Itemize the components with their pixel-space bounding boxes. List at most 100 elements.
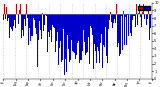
FancyBboxPatch shape: [138, 6, 144, 10]
Bar: [68, 14, 69, 49]
Bar: [136, 4, 137, 14]
Bar: [46, 14, 47, 16]
Bar: [122, 14, 123, 50]
Bar: [112, 14, 113, 28]
Bar: [149, 14, 150, 40]
FancyBboxPatch shape: [144, 6, 150, 10]
Bar: [50, 14, 51, 30]
Bar: [32, 14, 33, 36]
Bar: [40, 14, 41, 30]
Bar: [85, 14, 86, 55]
Bar: [99, 14, 100, 63]
Bar: [21, 14, 22, 38]
Bar: [69, 14, 70, 62]
Bar: [150, 14, 151, 28]
Bar: [39, 14, 40, 20]
Bar: [84, 14, 85, 42]
Bar: [17, 14, 18, 15]
Bar: [74, 14, 75, 49]
Bar: [71, 14, 72, 40]
Bar: [117, 14, 118, 47]
Bar: [100, 14, 101, 35]
Bar: [70, 14, 71, 60]
Bar: [131, 14, 132, 22]
Bar: [37, 14, 38, 67]
Bar: [119, 14, 120, 56]
Bar: [9, 14, 10, 38]
Bar: [83, 14, 84, 41]
Bar: [79, 14, 80, 63]
Bar: [31, 14, 32, 36]
Bar: [103, 14, 104, 45]
Bar: [53, 14, 54, 27]
Bar: [72, 14, 73, 51]
Bar: [11, 14, 12, 29]
Bar: [12, 14, 13, 31]
Bar: [24, 14, 25, 19]
Bar: [41, 14, 42, 28]
Bar: [121, 14, 122, 16]
Bar: [35, 14, 36, 28]
Bar: [47, 14, 48, 52]
Bar: [66, 14, 67, 72]
Bar: [3, 14, 4, 20]
Bar: [42, 13, 43, 14]
Bar: [147, 14, 148, 19]
Bar: [61, 14, 62, 62]
Bar: [77, 14, 78, 43]
Bar: [76, 14, 77, 75]
Bar: [4, 4, 5, 14]
Bar: [6, 7, 7, 14]
Bar: [36, 14, 37, 34]
Bar: [18, 14, 19, 24]
Bar: [82, 14, 83, 51]
Bar: [128, 14, 129, 36]
Bar: [120, 14, 121, 54]
Bar: [54, 14, 55, 28]
Bar: [135, 14, 136, 27]
Bar: [55, 14, 56, 52]
Bar: [101, 14, 102, 34]
Bar: [75, 14, 76, 59]
Bar: [16, 4, 17, 14]
Bar: [8, 12, 9, 14]
Bar: [25, 14, 26, 26]
Bar: [13, 14, 14, 26]
Bar: [116, 4, 117, 14]
Bar: [107, 14, 108, 31]
Bar: [57, 14, 58, 32]
Bar: [114, 14, 115, 19]
Bar: [139, 4, 140, 14]
Bar: [52, 14, 53, 55]
Bar: [133, 14, 134, 39]
Bar: [92, 14, 93, 35]
Bar: [15, 7, 16, 14]
Bar: [91, 14, 92, 28]
Bar: [123, 11, 124, 14]
Bar: [143, 4, 144, 14]
Bar: [67, 14, 68, 35]
Bar: [108, 14, 109, 29]
Bar: [115, 14, 116, 23]
Bar: [94, 14, 95, 44]
Bar: [73, 14, 74, 52]
Bar: [137, 14, 138, 25]
Bar: [148, 11, 149, 14]
Bar: [22, 14, 23, 30]
Bar: [142, 12, 143, 14]
Bar: [118, 14, 119, 43]
Bar: [51, 14, 52, 42]
Bar: [146, 14, 147, 25]
Bar: [49, 14, 50, 37]
Bar: [125, 14, 126, 17]
Bar: [124, 13, 125, 14]
Bar: [141, 14, 142, 27]
Bar: [80, 14, 81, 60]
Bar: [126, 14, 127, 45]
Bar: [86, 14, 87, 53]
Bar: [144, 14, 145, 19]
Bar: [62, 14, 63, 60]
Bar: [27, 14, 28, 18]
Bar: [48, 14, 49, 32]
Bar: [64, 14, 65, 75]
